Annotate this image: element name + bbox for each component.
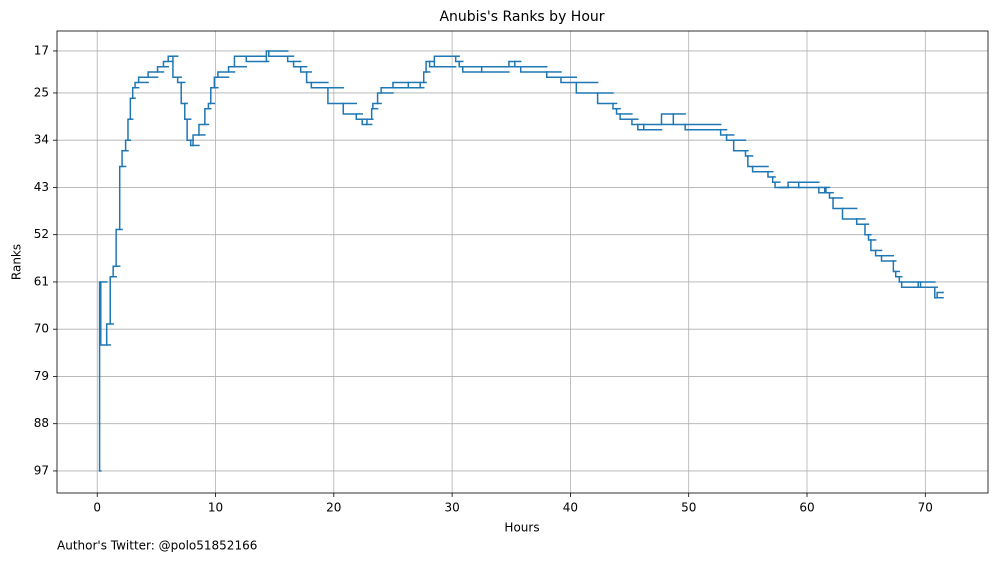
y-tick-label: 88 [34,416,49,430]
step-line [98,50,944,471]
y-tick-label: 61 [34,274,49,288]
x-tick-label: 50 [681,501,696,515]
x-tick-label: 20 [326,501,341,515]
x-tick-label: 60 [799,501,814,515]
y-tick-label: 52 [34,227,49,241]
x-tick-label: 0 [93,501,101,515]
y-tick-label: 97 [34,463,49,477]
plot-frame [56,30,989,494]
y-tick-label: 79 [34,369,49,383]
y-tick-label: 25 [34,85,49,99]
x-axis-label: Hours [504,521,539,535]
footer: Author's Twitter: @polo51852166 [57,539,257,553]
x-tick-label: 30 [444,501,459,515]
x-tick-label: 70 [918,501,933,515]
chart-title: Anubis's Ranks by Hour [439,9,604,25]
y-axis-label: Ranks [10,244,24,280]
y-tick-label: 43 [34,180,49,194]
y-tick-label: 34 [34,133,49,147]
x-tick-label: 10 [208,501,223,515]
y-tick-label: 17 [34,43,49,57]
x-tick-label: 40 [563,501,578,515]
y-tick-label: 70 [34,322,49,336]
